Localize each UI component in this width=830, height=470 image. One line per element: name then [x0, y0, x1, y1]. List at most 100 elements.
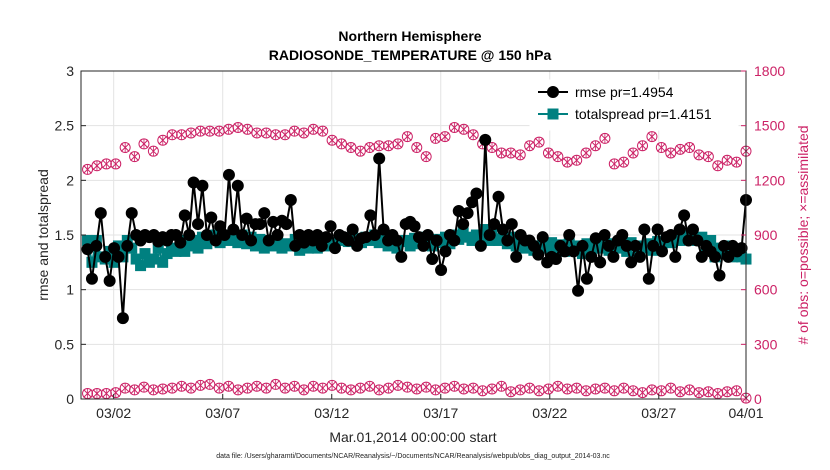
data-point: [368, 229, 381, 241]
data-point: [99, 250, 112, 263]
data-point: [90, 239, 103, 252]
x-tick-label: 04/01: [728, 405, 763, 421]
data-point: [721, 386, 733, 398]
data-point: [192, 218, 205, 231]
x-tick-label: 03/22: [532, 405, 567, 421]
x-tick-label: 03/17: [423, 405, 458, 421]
data-point: [629, 239, 642, 252]
data-point: [691, 234, 704, 247]
data-point: [532, 248, 545, 261]
legend-box: [529, 79, 739, 131]
data-point: [461, 207, 474, 220]
data-point: [722, 250, 735, 263]
data-point: [430, 132, 442, 144]
data-point: [607, 250, 620, 263]
data-point: [552, 151, 564, 163]
data-point: [483, 229, 496, 241]
y-right-tick-label: 0: [754, 391, 762, 407]
data-point: [608, 385, 620, 397]
data-point: [563, 229, 576, 241]
data-point: [713, 269, 726, 282]
data-point: [693, 387, 705, 399]
data-point: [501, 234, 514, 247]
data-point: [336, 138, 348, 150]
data-point: [561, 383, 573, 395]
data-point: [395, 250, 408, 263]
data-point: [411, 383, 423, 395]
data-point: [354, 382, 366, 394]
data-point: [280, 218, 293, 231]
data-point: [505, 147, 517, 159]
data-point: [223, 123, 235, 135]
data-point: [599, 382, 611, 394]
data-point: [547, 108, 559, 120]
data-point: [194, 379, 206, 391]
data-point: [637, 140, 649, 152]
data-point: [284, 194, 297, 207]
data-point: [505, 218, 518, 231]
data-point: [408, 220, 421, 233]
data-point: [138, 138, 150, 150]
data-point: [110, 387, 122, 399]
data-point: [176, 380, 188, 392]
data-point: [580, 147, 592, 159]
data-point: [633, 250, 646, 263]
data-point: [119, 142, 131, 154]
data-point: [448, 234, 461, 247]
data-point: [125, 207, 138, 220]
data-point: [589, 383, 601, 395]
y-tick-label: 2: [66, 172, 74, 188]
y-axis-label: rmse and totalspread: [35, 169, 51, 301]
data-point: [695, 250, 708, 263]
data-point: [390, 234, 403, 247]
y-right-tick-label: 1800: [754, 63, 785, 79]
data-point: [495, 380, 507, 392]
data-point: [616, 229, 629, 241]
data-point: [547, 86, 559, 98]
data-point: [377, 223, 390, 236]
data-point: [110, 158, 122, 170]
data-point: [618, 156, 630, 168]
data-point: [270, 378, 282, 390]
data-point: [227, 223, 240, 236]
data-point: [536, 231, 549, 244]
data-point: [174, 236, 187, 249]
y-right-tick-label: 600: [754, 282, 778, 298]
data-point: [218, 229, 231, 241]
data-point: [91, 160, 103, 172]
data-point: [664, 229, 677, 241]
data-point: [678, 209, 691, 222]
data-point: [91, 388, 103, 400]
data-point: [709, 250, 722, 263]
data-point: [567, 245, 580, 258]
footnote: data file: /Users/gharamti/Documents/NCA…: [216, 453, 610, 460]
y-right-tick-label: 300: [754, 336, 778, 352]
data-point: [684, 142, 696, 154]
data-point: [514, 149, 526, 161]
data-point: [251, 127, 263, 139]
data-point: [94, 207, 107, 220]
data-point: [505, 386, 517, 398]
data-point: [731, 156, 743, 168]
data-point: [731, 385, 743, 397]
series-circle-0: [81, 133, 752, 325]
data-point: [542, 147, 554, 159]
data-point: [439, 245, 452, 258]
y-axis-right: 0 300 600 900 1200 1500 1800: [741, 63, 785, 407]
data-point: [157, 383, 169, 395]
data-point: [430, 234, 443, 247]
data-point: [524, 140, 536, 152]
data-point: [401, 131, 413, 143]
data-point: [241, 123, 253, 135]
data-point: [345, 142, 357, 154]
data-point: [116, 312, 129, 325]
x-tick-label: 03/27: [641, 405, 676, 421]
data-point: [625, 256, 638, 269]
data-point: [166, 129, 178, 141]
data-point: [495, 147, 507, 159]
data-point: [457, 218, 470, 231]
data-point: [103, 274, 116, 287]
data-point: [260, 382, 272, 394]
data-point: [603, 239, 616, 252]
y-tick-label: 3: [66, 63, 74, 79]
